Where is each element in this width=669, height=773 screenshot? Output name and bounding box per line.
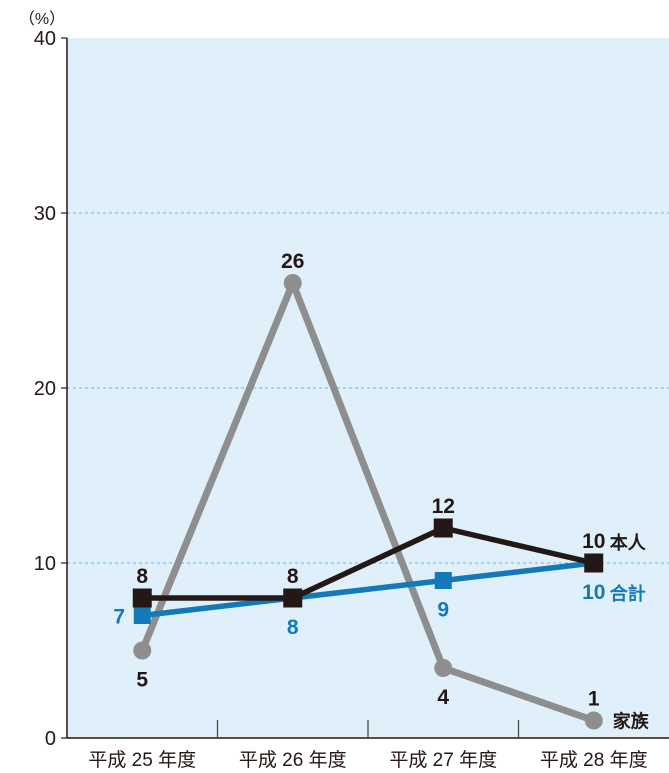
x-tick-label: 平成 27 年度 <box>389 749 497 771</box>
data-value-label: 12 <box>432 495 455 518</box>
data-point-marker <box>584 711 603 730</box>
y-tick-label: 20 <box>34 378 56 400</box>
data-point-marker <box>584 553 604 573</box>
x-tick-label: 平成 28 年度 <box>540 749 648 771</box>
series-line <box>139 525 597 601</box>
data-value-label: 8 <box>287 565 299 588</box>
data-value-label: 10 <box>582 581 605 604</box>
y-tick-label: 40 <box>34 28 56 50</box>
series-line <box>139 560 597 619</box>
x-axis-ticks: 平成 25 年度 平成 26 年度 平成 27 年度 平成 28 年度 <box>88 720 648 771</box>
data-value-label: 9 <box>437 599 449 622</box>
data-value-label: 4 <box>437 686 449 709</box>
data-value-label: 26 <box>281 250 304 273</box>
y-tick-label: 10 <box>34 553 56 575</box>
data-point-marker <box>433 518 453 538</box>
series-name-label: 合計 <box>610 583 646 604</box>
y-tick-label: 0 <box>45 728 56 750</box>
series-0 <box>133 274 603 730</box>
data-value-label: 10 <box>582 530 605 553</box>
data-point-marker <box>283 274 302 292</box>
data-point-marker <box>434 572 452 589</box>
x-tick-label: 平成 26 年度 <box>239 749 347 771</box>
series-2 <box>132 518 604 608</box>
data-point-marker <box>434 659 453 677</box>
data-value-label: 7 <box>113 606 125 629</box>
y-unit-label: （%） <box>19 10 65 28</box>
data-point-marker <box>283 588 303 608</box>
x-tick-label: 平成 25 年度 <box>88 749 196 771</box>
series-name-label: 本人 <box>610 532 647 553</box>
data-value-label: 8 <box>287 616 299 639</box>
y-tick-label: 30 <box>34 203 56 225</box>
data-value-label: 5 <box>136 669 148 692</box>
series-line <box>138 279 598 724</box>
data-point-marker <box>133 641 152 660</box>
data-point-marker <box>133 607 151 624</box>
series-layer <box>132 274 604 730</box>
y-axis-ticks: 0 10 20 30 40 <box>34 28 67 750</box>
data-value-label: 8 <box>136 565 148 588</box>
data-value-label: 1 <box>588 688 600 711</box>
data-point-marker <box>132 588 152 608</box>
series-name-label: 家族 <box>613 711 650 732</box>
